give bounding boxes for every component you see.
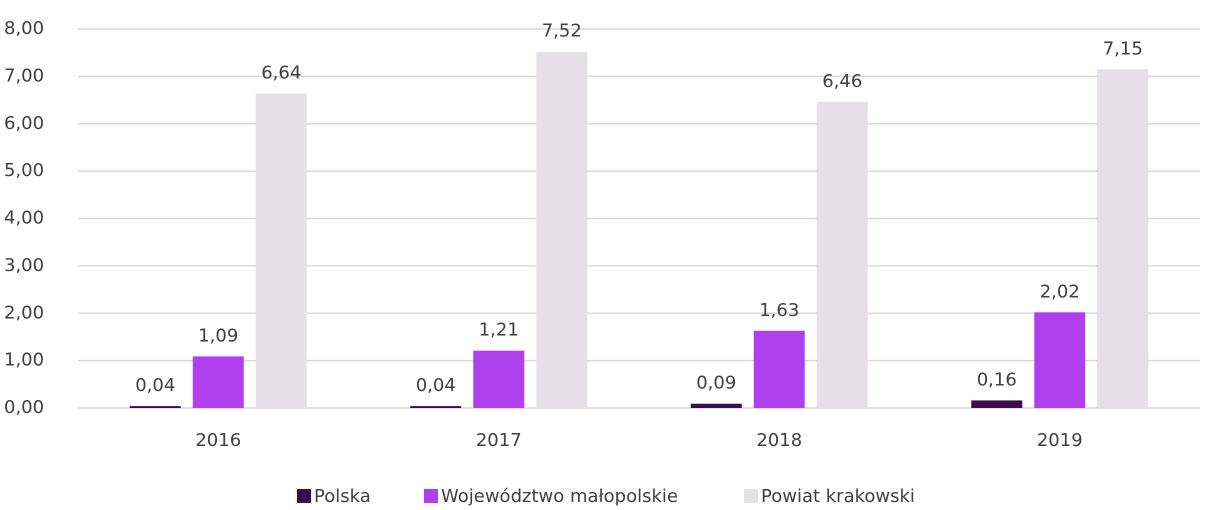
x-tick-label: 2016 xyxy=(195,430,241,451)
y-tick-label: 8,00 xyxy=(4,18,44,39)
y-tick-label: 5,00 xyxy=(4,160,44,181)
value-label: 7,15 xyxy=(1103,38,1143,59)
bar xyxy=(536,51,588,409)
legend-swatch xyxy=(297,489,311,503)
y-tick-label: 2,00 xyxy=(4,302,44,323)
bar xyxy=(690,403,742,408)
value-label: 1,21 xyxy=(479,320,519,341)
bar xyxy=(129,406,181,408)
y-tick-label: 0,00 xyxy=(4,397,44,418)
bar xyxy=(473,350,525,408)
bar xyxy=(255,93,307,409)
legend-label: Województwo małopolskie xyxy=(441,486,678,507)
legend-swatch xyxy=(424,489,438,503)
value-label: 0,04 xyxy=(416,375,456,396)
value-label: 0,09 xyxy=(696,373,736,394)
value-label: 7,52 xyxy=(542,21,582,42)
bar xyxy=(192,356,244,408)
value-label: 1,63 xyxy=(759,300,799,321)
y-tick-label: 7,00 xyxy=(4,65,44,86)
bar xyxy=(816,101,868,409)
bar xyxy=(1097,69,1149,409)
y-tick-label: 6,00 xyxy=(4,113,44,134)
x-tick-label: 2018 xyxy=(756,430,802,451)
value-label: 2,02 xyxy=(1040,281,1080,302)
legend-swatch xyxy=(744,489,758,503)
value-label: 1,09 xyxy=(198,325,238,346)
bar xyxy=(1034,312,1086,408)
value-label: 0,16 xyxy=(977,369,1017,390)
bar xyxy=(753,330,805,408)
bar xyxy=(410,406,462,408)
y-tick-label: 3,00 xyxy=(4,255,44,276)
x-tick-label: 2017 xyxy=(476,430,522,451)
y-tick-label: 1,00 xyxy=(4,350,44,371)
value-label: 0,04 xyxy=(135,375,175,396)
value-label: 6,64 xyxy=(261,62,301,83)
value-label: 6,46 xyxy=(822,71,862,92)
legend-label: Powiat krakowski xyxy=(761,486,915,507)
x-tick-label: 2019 xyxy=(1037,430,1083,451)
bar xyxy=(971,400,1023,408)
legend-label: Polska xyxy=(314,486,371,507)
y-tick-label: 4,00 xyxy=(4,208,44,229)
